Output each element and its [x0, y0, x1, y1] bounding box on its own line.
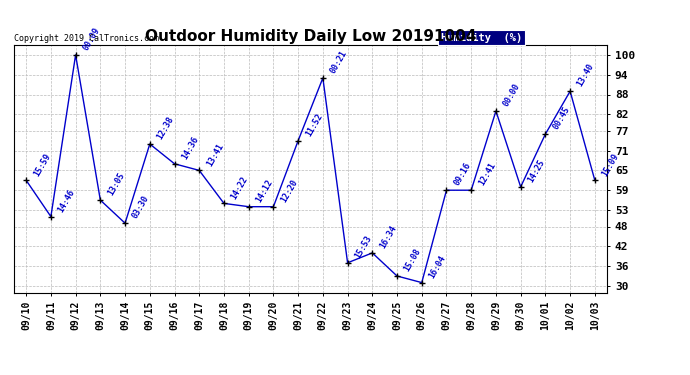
Text: 03:30: 03:30	[130, 194, 151, 220]
Text: 09:16: 09:16	[452, 161, 473, 188]
Text: 12:38: 12:38	[155, 115, 176, 141]
Text: 15:53: 15:53	[353, 234, 373, 260]
Text: 14:46: 14:46	[57, 188, 77, 214]
Text: 11:52: 11:52	[304, 112, 324, 138]
Text: 12:41: 12:41	[477, 161, 497, 188]
Text: 13:40: 13:40	[575, 62, 596, 88]
Text: 14:25: 14:25	[526, 158, 546, 184]
Text: 16:04: 16:04	[427, 254, 448, 280]
Text: 00:00: 00:00	[502, 82, 522, 108]
Text: 15:09: 15:09	[600, 152, 621, 177]
Text: 14:22: 14:22	[230, 174, 250, 201]
Text: 14:36: 14:36	[180, 135, 200, 161]
Title: Outdoor Humidity Daily Low 20191004: Outdoor Humidity Daily Low 20191004	[145, 29, 476, 44]
Text: 00:21: 00:21	[328, 49, 348, 75]
Text: 13:41: 13:41	[205, 141, 225, 168]
Text: 12:20: 12:20	[279, 178, 299, 204]
Text: 16:34: 16:34	[378, 224, 398, 250]
Text: 13:05: 13:05	[106, 171, 126, 197]
Text: 00:09: 00:09	[81, 26, 101, 52]
Text: 14:12: 14:12	[254, 178, 275, 204]
Text: 15:59: 15:59	[32, 152, 52, 177]
Text: 00:45: 00:45	[551, 105, 571, 131]
Text: 15:08: 15:08	[402, 247, 423, 273]
Text: Humidity  (%): Humidity (%)	[441, 33, 522, 42]
Text: Copyright 2019 CalTronics.com: Copyright 2019 CalTronics.com	[14, 33, 159, 42]
